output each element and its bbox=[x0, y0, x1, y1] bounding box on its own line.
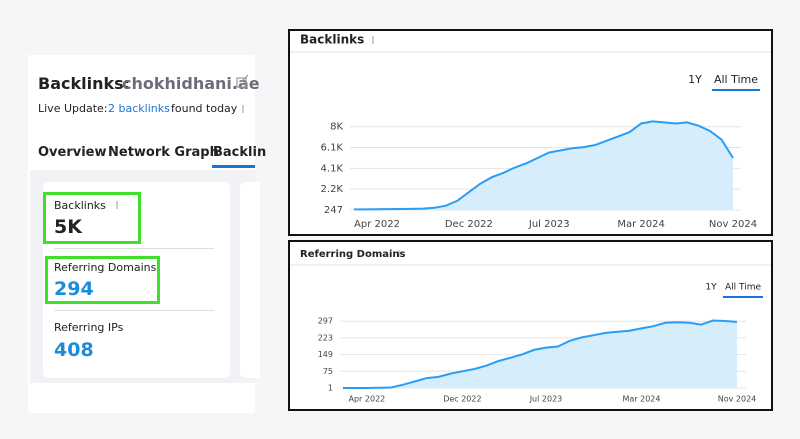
live-update-suffix: found today bbox=[171, 102, 238, 115]
tab[interactable]: Overview bbox=[38, 145, 107, 160]
range-option[interactable]: 1Y bbox=[705, 283, 717, 293]
chart-title: Backlinks bbox=[300, 33, 364, 47]
y-tick-label: 4.1K bbox=[321, 163, 344, 174]
y-tick-label: 223 bbox=[318, 333, 333, 342]
x-tick-label: Nov 2024 bbox=[709, 219, 757, 230]
tab[interactable]: Backlin bbox=[213, 145, 267, 160]
range-option[interactable]: All Time bbox=[725, 283, 762, 293]
line bbox=[343, 319, 738, 389]
metric-label: Backlinks bbox=[54, 199, 106, 212]
metric-value[interactable]: 408 bbox=[54, 339, 94, 361]
y-tick-label: 6.1K bbox=[321, 143, 344, 154]
x-tick-label: Nov 2024 bbox=[718, 395, 757, 404]
active-tab-underline bbox=[212, 165, 255, 168]
header-domain[interactable]: chokhidhani.ae bbox=[122, 74, 260, 93]
tab[interactable]: Network Graph bbox=[108, 145, 219, 160]
y-tick-label: 247 bbox=[324, 205, 343, 216]
x-tick-label: Apr 2022 bbox=[354, 219, 400, 230]
separator bbox=[54, 310, 214, 311]
metric-label: Referring IPs bbox=[54, 321, 124, 334]
x-tick-label: Mar 2024 bbox=[617, 219, 665, 230]
x-tick-label: Dec 2022 bbox=[443, 395, 481, 404]
x-tick-label: Jul 2023 bbox=[528, 219, 570, 230]
line bbox=[354, 120, 734, 211]
x-tick-label: Jul 2023 bbox=[529, 395, 563, 404]
separator bbox=[54, 248, 214, 249]
metrics-card bbox=[43, 182, 230, 378]
metric-label: Referring Domains bbox=[54, 261, 157, 274]
highlight-box bbox=[43, 192, 141, 244]
area-fill bbox=[343, 320, 737, 388]
metric-value[interactable]: 294 bbox=[54, 278, 94, 300]
header-title: Backlinks: bbox=[38, 74, 131, 93]
y-tick-label: 297 bbox=[318, 317, 333, 326]
range-option[interactable]: 1Y bbox=[688, 73, 702, 86]
area-fill bbox=[354, 121, 733, 210]
highlight-box bbox=[45, 256, 160, 304]
metrics-card bbox=[240, 182, 260, 378]
y-tick-label: 1 bbox=[328, 384, 333, 393]
metric-value: 5K bbox=[54, 216, 82, 238]
y-tick-label: 8K bbox=[330, 122, 343, 133]
y-tick-label: 75 bbox=[323, 367, 333, 376]
x-tick-label: Apr 2022 bbox=[349, 395, 386, 404]
x-tick-label: Mar 2024 bbox=[622, 395, 660, 404]
y-tick-label: 2.2K bbox=[321, 184, 344, 195]
live-update-label: Live Update: bbox=[38, 102, 108, 115]
live-update-link[interactable]: 2 backlinks bbox=[108, 102, 170, 115]
chart-title: Referring Domains bbox=[300, 249, 406, 260]
x-tick-label: Dec 2022 bbox=[445, 219, 493, 230]
range-option[interactable]: All Time bbox=[714, 73, 758, 86]
y-tick-label: 149 bbox=[318, 350, 333, 359]
